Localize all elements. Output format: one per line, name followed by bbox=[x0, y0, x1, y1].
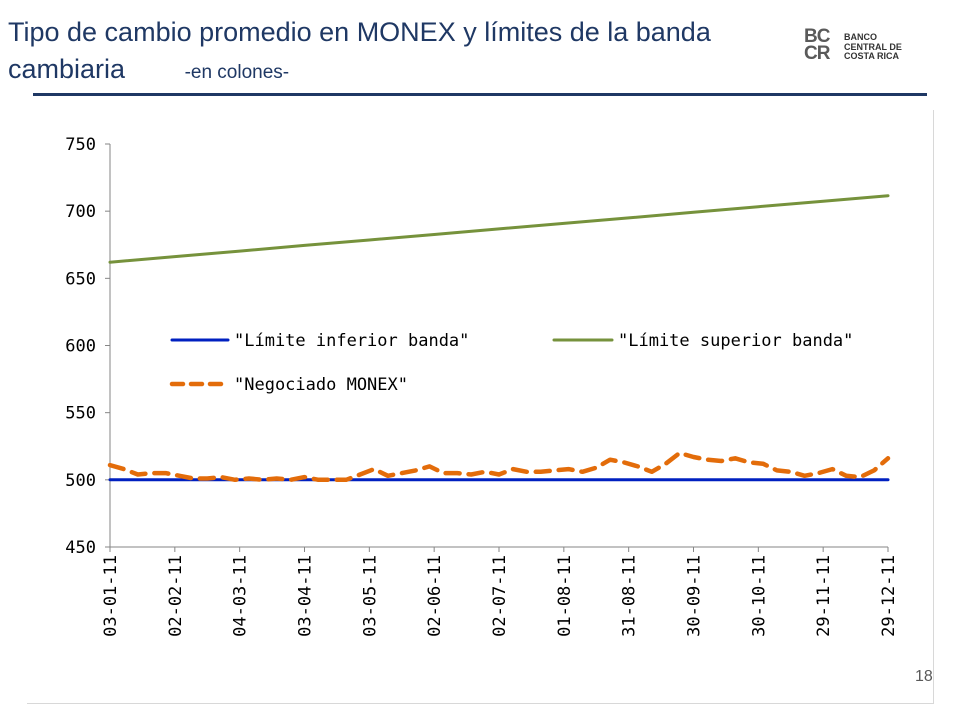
logo-text: BANCO CENTRAL DE COSTA RICA bbox=[844, 32, 902, 62]
page-number: 18 bbox=[915, 668, 933, 685]
x-tick-label: 30-09-11 bbox=[685, 555, 705, 637]
title-text: Tipo de cambio promedio en MONEX y límit… bbox=[8, 17, 711, 84]
x-tick-label: 04-03-11 bbox=[231, 555, 251, 637]
y-tick-label: 700 bbox=[65, 202, 96, 222]
logo-line-1: BANCO bbox=[844, 32, 877, 42]
x-tick-label: 29-11-11 bbox=[814, 555, 834, 637]
x-tick-label: 02-06-11 bbox=[425, 555, 445, 637]
x-tick-label: 30-10-11 bbox=[749, 555, 769, 637]
title-underline bbox=[33, 93, 927, 96]
y-tick-label: 500 bbox=[65, 471, 96, 491]
y-tick-label: 600 bbox=[65, 337, 96, 357]
x-tick-label: 02-02-11 bbox=[166, 555, 186, 637]
x-tick-label: 03-01-11 bbox=[101, 555, 121, 637]
legend-label-1: "Límite inferior banda" bbox=[234, 331, 469, 351]
x-tick-label: 29-12-11 bbox=[879, 555, 899, 637]
y-tick-label: 650 bbox=[65, 269, 96, 289]
x-tick-label: 31-08-11 bbox=[620, 555, 640, 637]
logo-line-2: CENTRAL DE bbox=[844, 41, 902, 52]
subtitle-text: -en colones- bbox=[184, 62, 290, 83]
x-tick-label: 02-07-11 bbox=[490, 555, 510, 637]
legend-label-3: "Negociado MONEX" bbox=[234, 375, 408, 395]
logo-line-3: COSTA RICA bbox=[844, 51, 899, 61]
x-tick-label: 03-05-11 bbox=[360, 555, 380, 637]
slide-title: Tipo de cambio promedio en MONEX y límit… bbox=[8, 14, 808, 91]
y-tick-label: 450 bbox=[65, 538, 96, 558]
legend-label-2: "Límite superior banda" bbox=[618, 331, 853, 351]
bccr-logo: BC CR BANCO CENTRAL DE COSTA RICA bbox=[804, 26, 914, 72]
y-tick-label: 550 bbox=[65, 404, 96, 424]
x-tick-label: 01-08-11 bbox=[555, 555, 575, 637]
series-line-3 bbox=[107, 450, 891, 483]
chart-frame bbox=[27, 110, 934, 704]
logo-mark: BC CR bbox=[804, 26, 830, 64]
x-tick-label: 03-04-11 bbox=[296, 555, 316, 637]
series-line-2 bbox=[108, 194, 890, 264]
y-tick-label: 750 bbox=[65, 135, 96, 155]
